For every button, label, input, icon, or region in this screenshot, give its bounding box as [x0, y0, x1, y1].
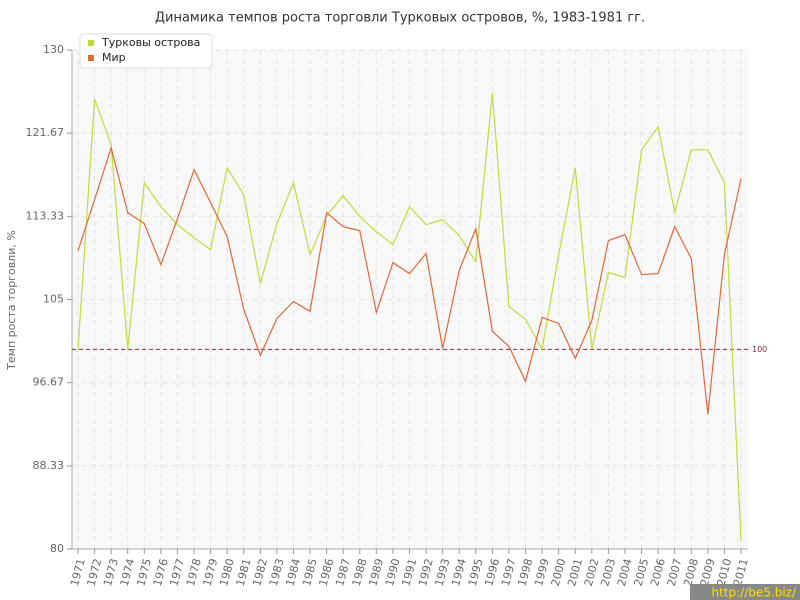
chart-title: Динамика темпов роста торговли Турковых … [155, 11, 645, 26]
y-tick-label: 105 [43, 293, 64, 306]
reference-label: 100 [752, 345, 767, 354]
series-line [77, 92, 742, 542]
y-tick-label: 113.33 [26, 209, 65, 222]
series-line [77, 145, 742, 415]
y-tick-label: 130 [43, 43, 64, 56]
legend-box [79, 33, 213, 69]
legend-label: Турковы острова [101, 36, 200, 49]
y-tick-label: 96.67 [33, 376, 65, 389]
watermark-bg [690, 584, 800, 600]
watermark: http://be5.biz/ [711, 586, 796, 600]
legend-swatch [88, 40, 94, 46]
y-tick-label: 121.67 [26, 126, 65, 139]
y-tick-label: 80 [50, 542, 64, 555]
y-tick-label: 88.33 [33, 459, 65, 472]
y-axis-label: Темп роста торговли, % [5, 230, 18, 371]
legend-swatch [88, 55, 94, 61]
legend-label: Мир [102, 51, 126, 64]
